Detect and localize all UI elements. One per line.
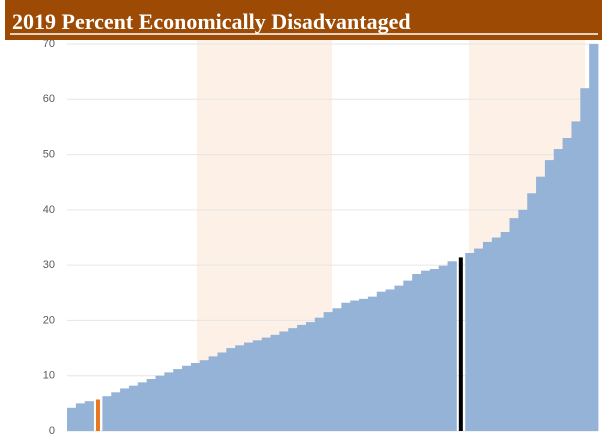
bar — [67, 407, 77, 431]
bar — [580, 88, 590, 431]
bar — [500, 231, 510, 431]
bar — [367, 296, 378, 431]
bar — [261, 337, 271, 431]
bar — [562, 137, 572, 431]
bar — [536, 176, 546, 431]
bar — [314, 317, 325, 431]
bar — [217, 352, 227, 431]
bar — [553, 149, 563, 432]
bar — [482, 241, 493, 431]
bar — [84, 401, 94, 431]
bar — [75, 403, 86, 431]
bar — [279, 331, 289, 431]
highlight-bar — [95, 399, 100, 431]
y-tick-label: 0 — [49, 425, 55, 437]
bar — [403, 280, 413, 431]
bar — [111, 392, 121, 431]
bar — [297, 324, 307, 431]
bar — [438, 265, 448, 431]
y-tick-label: 50 — [43, 148, 55, 160]
bar — [190, 362, 201, 431]
bar — [252, 340, 263, 431]
bar — [412, 273, 422, 431]
bar — [518, 209, 528, 431]
bar — [571, 121, 581, 432]
bar — [305, 322, 316, 431]
bar — [102, 396, 112, 431]
bar — [465, 252, 475, 431]
bar — [182, 365, 192, 431]
bar — [474, 248, 484, 431]
y-tick-label: 10 — [43, 370, 55, 382]
bar — [226, 348, 236, 431]
highlight-bar — [458, 257, 463, 431]
bar — [589, 44, 599, 431]
y-tick-label: 20 — [43, 314, 55, 326]
bar — [120, 388, 130, 431]
bar — [376, 291, 386, 431]
bar — [137, 382, 148, 431]
bar — [509, 218, 519, 431]
bar — [323, 312, 333, 431]
bar — [164, 372, 174, 431]
bar — [429, 269, 440, 431]
bar — [394, 285, 404, 431]
y-tick-label: 40 — [43, 204, 55, 216]
bar — [491, 237, 502, 431]
bar — [332, 308, 342, 431]
bar — [235, 345, 245, 431]
bar — [421, 270, 431, 431]
y-tick-label: 70 — [43, 38, 55, 50]
bar — [288, 328, 298, 431]
bar — [341, 302, 351, 431]
bar — [544, 160, 555, 431]
y-tick-label: 60 — [43, 93, 55, 105]
bar — [359, 298, 369, 431]
bar — [270, 334, 280, 431]
bar — [350, 300, 360, 431]
y-tick-label: 30 — [43, 259, 55, 271]
bar — [527, 193, 537, 431]
bar — [244, 342, 254, 431]
bar — [199, 360, 209, 431]
bar — [155, 375, 165, 431]
chart-title: 2019 Percent Economically Disadvantaged — [12, 9, 411, 34]
bar — [208, 356, 218, 431]
bar — [173, 369, 183, 431]
bar — [128, 385, 139, 431]
bar — [385, 289, 395, 431]
bar — [146, 379, 156, 431]
bar — [447, 261, 457, 431]
